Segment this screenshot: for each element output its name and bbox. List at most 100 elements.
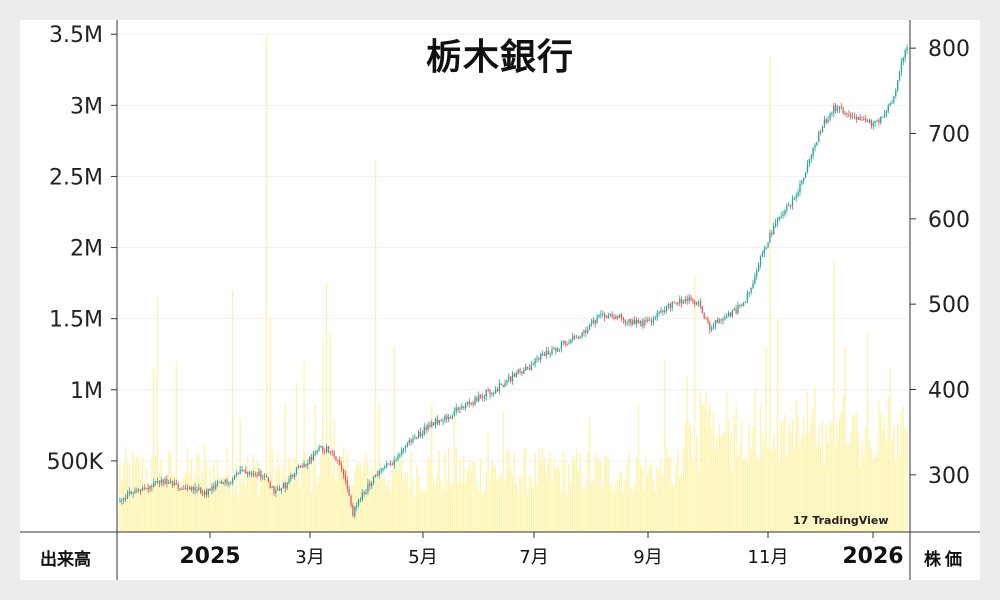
candle-body <box>804 172 807 178</box>
volume-bar <box>658 468 660 532</box>
candle-body <box>277 488 279 490</box>
candle-body <box>587 329 589 333</box>
volume-bar <box>656 467 658 532</box>
candle-body <box>833 105 835 114</box>
candle-body <box>419 431 422 437</box>
candle-body <box>722 319 724 321</box>
candle-body <box>427 424 429 430</box>
candle-body <box>151 485 153 488</box>
volume-bar <box>382 478 384 532</box>
volume-bar <box>694 276 696 532</box>
volume-bar <box>836 424 839 532</box>
candle-body <box>491 392 493 395</box>
candle-body <box>850 114 852 117</box>
candle-body <box>233 475 236 480</box>
volume-bar <box>487 432 489 532</box>
candle-body <box>831 113 833 115</box>
volume-bar <box>448 447 450 532</box>
candle-body <box>669 303 672 308</box>
volume-bar <box>692 460 694 532</box>
candle-body <box>213 486 215 489</box>
volume-tick-label: 2M <box>70 237 103 262</box>
volume-bar <box>141 456 144 532</box>
candle-body <box>558 348 561 350</box>
volume-bar <box>846 444 848 532</box>
candle-body <box>771 232 773 235</box>
candle-body <box>880 116 882 123</box>
volume-bar <box>767 448 769 532</box>
candle-body <box>664 310 666 313</box>
candle-body <box>622 317 625 320</box>
volume-bar <box>724 432 726 532</box>
volume-bar <box>149 486 151 532</box>
candle-body <box>679 298 681 303</box>
candle-body <box>500 383 502 385</box>
volume-bar <box>476 482 478 532</box>
candle-body <box>836 108 839 111</box>
volume-bar <box>677 450 679 532</box>
candle-body <box>463 406 465 409</box>
x-tick-label: 2026 <box>842 544 903 569</box>
volume-bar <box>297 471 300 532</box>
candle-body <box>141 487 144 491</box>
volume-bar <box>786 455 788 532</box>
candle-body <box>380 469 382 472</box>
candle-body <box>581 332 583 337</box>
volume-bar <box>626 465 628 532</box>
candle-body <box>121 500 123 502</box>
volume-bar <box>173 475 176 532</box>
candle-body <box>363 492 365 495</box>
candle-body <box>350 495 352 506</box>
volume-bar <box>810 418 812 532</box>
candle-body <box>417 431 420 438</box>
candle-body <box>423 426 425 435</box>
volume-bar <box>613 492 615 532</box>
volume-bar <box>898 456 901 532</box>
volume-bar <box>410 452 412 532</box>
volume-bar <box>258 495 260 532</box>
volume-bar <box>778 463 780 532</box>
candle-body <box>421 434 424 437</box>
volume-bar <box>335 480 337 532</box>
candle-body <box>201 493 204 495</box>
volume-bar <box>598 461 600 532</box>
candle-body <box>376 474 378 476</box>
volume-bar <box>506 450 508 532</box>
candle-body <box>132 493 134 495</box>
candle-body <box>412 438 414 442</box>
volume-bar <box>883 417 886 532</box>
volume-bar <box>387 479 390 532</box>
volume-bar <box>436 472 439 532</box>
volume-bar <box>136 455 138 532</box>
candle-body <box>508 376 510 380</box>
candle-body <box>320 446 322 448</box>
candle-body <box>464 403 467 409</box>
candle-body <box>237 473 239 475</box>
candle-body <box>226 480 228 485</box>
volume-bar <box>782 421 784 532</box>
volume-bar <box>175 361 177 532</box>
volume-bar <box>337 461 339 532</box>
candle-body <box>468 401 471 404</box>
volume-bar <box>573 460 576 532</box>
volume-bar <box>134 461 136 532</box>
candle-body <box>185 488 187 490</box>
volume-bar <box>602 486 604 532</box>
volume-bar <box>256 461 258 532</box>
candle-body <box>596 317 598 324</box>
volume-bar <box>451 484 454 532</box>
volume-bar <box>386 484 388 532</box>
candle-body <box>816 142 818 146</box>
candle-body <box>325 446 328 452</box>
candle-body <box>543 353 546 356</box>
candle-body <box>170 481 172 483</box>
volume-bar <box>393 347 395 532</box>
candle-body <box>609 313 611 315</box>
candle-body <box>840 107 842 109</box>
volume-bar <box>731 471 734 532</box>
volume-bar <box>634 483 636 532</box>
x-tick-label: 11月 <box>748 547 789 568</box>
volume-bar <box>528 475 531 532</box>
candle-body <box>739 304 741 306</box>
